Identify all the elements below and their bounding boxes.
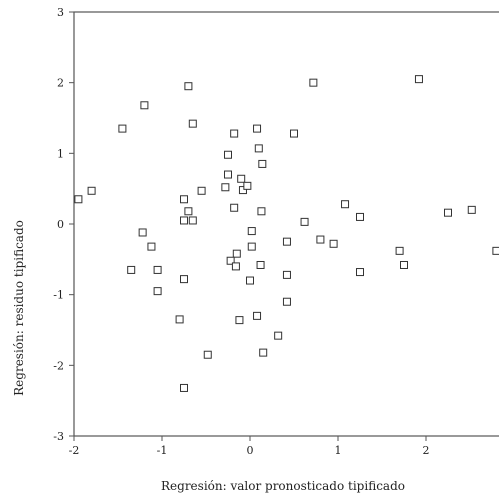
data-point bbox=[341, 200, 350, 209]
data-point bbox=[184, 207, 193, 216]
data-point bbox=[180, 216, 188, 225]
data-point bbox=[246, 276, 254, 285]
data-point bbox=[235, 316, 244, 325]
x-tick-label: 2 bbox=[423, 444, 430, 457]
data-point bbox=[356, 268, 364, 277]
data-point bbox=[238, 186, 247, 195]
y-axis: 3 2 1 0 -1 -2 -3 bbox=[53, 6, 74, 443]
data-point bbox=[180, 275, 188, 284]
data-point bbox=[188, 216, 197, 225]
data-point bbox=[282, 297, 291, 306]
data-point bbox=[254, 144, 263, 153]
y-tick-label: -3 bbox=[53, 430, 64, 443]
data-point bbox=[87, 186, 96, 195]
data-point bbox=[400, 260, 408, 269]
data-point bbox=[153, 287, 162, 296]
data-point bbox=[247, 242, 256, 251]
data-point bbox=[356, 212, 364, 221]
data-point bbox=[224, 150, 232, 159]
x-axis-label: Regresión: valor pronosticado tipificado bbox=[161, 479, 405, 493]
data-point bbox=[253, 124, 262, 133]
data-point bbox=[300, 217, 309, 226]
y-axis-label: Regresión: residuo tipificado bbox=[12, 220, 26, 396]
y-tick-label: -2 bbox=[53, 359, 64, 372]
data-point bbox=[247, 227, 256, 236]
data-point bbox=[467, 205, 476, 214]
data-point bbox=[188, 119, 197, 128]
data-point bbox=[232, 249, 241, 258]
data-point bbox=[180, 195, 188, 204]
x-tick-label: 0 bbox=[247, 444, 254, 457]
data-point bbox=[282, 270, 291, 279]
data-point bbox=[224, 170, 232, 179]
plot-frame bbox=[73, 11, 499, 437]
y-tick-label: 0 bbox=[57, 218, 64, 231]
data-point bbox=[492, 246, 499, 255]
data-point bbox=[74, 195, 83, 204]
data-point bbox=[221, 183, 230, 192]
data-point bbox=[237, 174, 246, 183]
data-point bbox=[414, 75, 423, 84]
data-points bbox=[74, 75, 499, 392]
data-point bbox=[259, 348, 268, 357]
data-point bbox=[231, 262, 240, 271]
data-point bbox=[256, 260, 265, 269]
data-point bbox=[309, 78, 318, 87]
data-point bbox=[230, 203, 239, 212]
data-point bbox=[274, 331, 283, 340]
data-point bbox=[444, 208, 452, 217]
data-point bbox=[175, 315, 184, 324]
x-tick-label: -1 bbox=[157, 444, 168, 457]
data-point bbox=[197, 186, 206, 195]
x-tick-label: 1 bbox=[335, 444, 342, 457]
y-tick-label: 3 bbox=[57, 6, 64, 19]
data-point bbox=[329, 239, 338, 248]
data-point bbox=[138, 228, 147, 237]
data-point bbox=[118, 124, 127, 133]
y-tick-label: 1 bbox=[57, 147, 64, 160]
data-point bbox=[153, 265, 162, 274]
data-point bbox=[226, 256, 235, 265]
y-tick-label: -1 bbox=[53, 289, 64, 302]
data-point bbox=[140, 101, 149, 110]
data-point bbox=[395, 246, 404, 255]
data-point bbox=[253, 311, 262, 320]
data-point bbox=[184, 82, 193, 91]
data-point bbox=[127, 265, 136, 274]
x-tick-label: -2 bbox=[69, 444, 80, 457]
y-tick-label: 2 bbox=[57, 77, 64, 90]
data-point bbox=[180, 383, 188, 392]
data-point bbox=[147, 242, 156, 251]
data-point bbox=[258, 159, 267, 168]
data-point bbox=[257, 207, 266, 216]
data-point bbox=[316, 235, 325, 244]
data-point bbox=[203, 350, 212, 359]
data-point bbox=[282, 237, 291, 246]
data-point bbox=[243, 181, 252, 190]
data-point bbox=[230, 129, 239, 138]
data-point bbox=[290, 129, 298, 138]
